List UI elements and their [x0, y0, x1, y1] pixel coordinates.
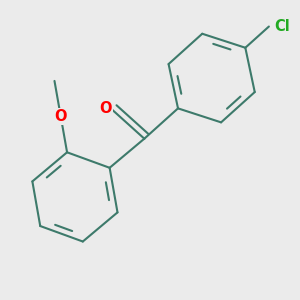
Text: O: O — [99, 101, 112, 116]
Text: O: O — [55, 109, 67, 124]
Text: Cl: Cl — [274, 19, 290, 34]
